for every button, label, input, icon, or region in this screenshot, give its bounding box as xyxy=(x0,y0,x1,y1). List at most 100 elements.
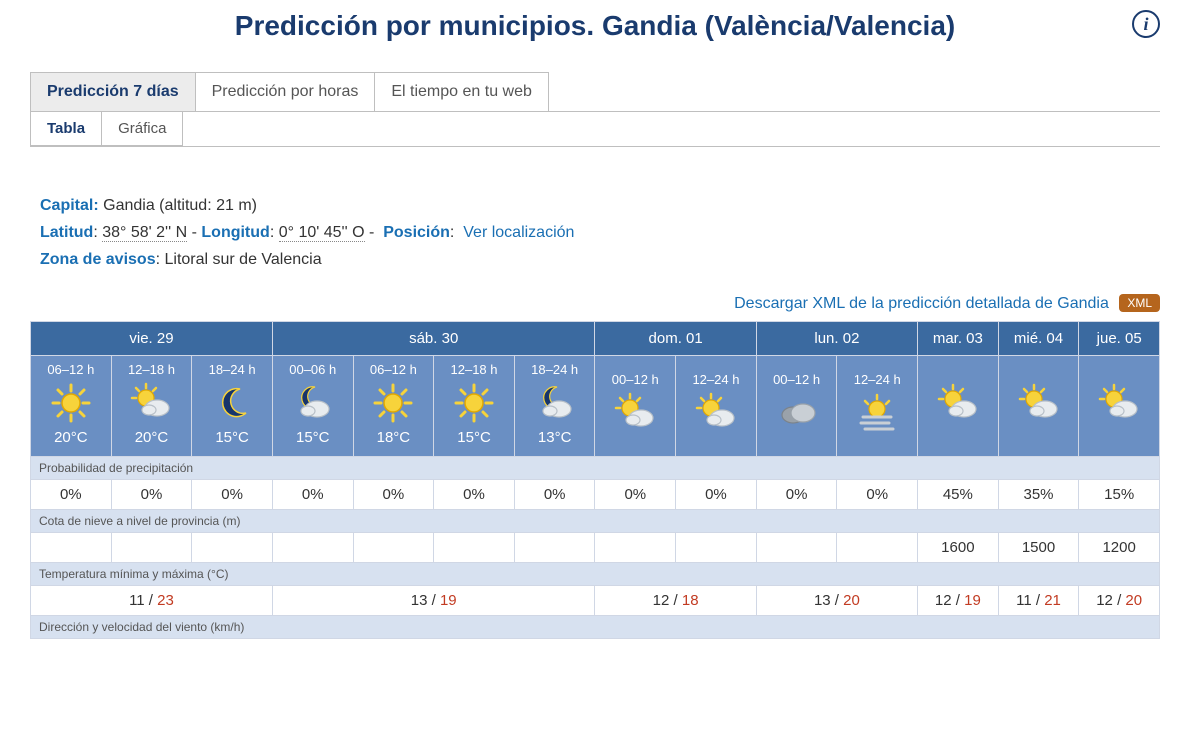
moon-icon xyxy=(210,381,254,425)
main-tabs: Predicción 7 días Predicción por horas E… xyxy=(30,72,1160,112)
zone-label: Zona de avisos xyxy=(40,251,156,268)
period-cell: 12–24 h xyxy=(837,355,918,456)
subtab-tabla[interactable]: Tabla xyxy=(30,112,102,146)
period-cell xyxy=(1079,355,1160,456)
sun-icon xyxy=(371,381,415,425)
snow-cell xyxy=(111,532,192,562)
period-cell: 12–24 h xyxy=(676,355,757,456)
period-cell: 00–06 h 15°C xyxy=(272,355,353,456)
snow-cell xyxy=(837,532,918,562)
temp-cell: 11 / 23 xyxy=(31,585,273,615)
sun-fog-icon xyxy=(855,391,899,435)
moon-cloud-icon xyxy=(533,381,577,425)
tab-porhoras[interactable]: Predicción por horas xyxy=(195,72,376,111)
row-label: Cota de nieve a nivel de provincia (m) xyxy=(31,509,1160,532)
info-icon[interactable]: i xyxy=(1132,10,1160,38)
xml-badge[interactable]: XML xyxy=(1119,294,1160,312)
precip-cell: 0% xyxy=(353,479,434,509)
period-hours: 12–24 h xyxy=(839,372,915,387)
period-temp: 18°C xyxy=(356,429,432,446)
day-header: lun. 02 xyxy=(756,321,917,355)
xml-link[interactable]: Descargar XML de la predicción detallada… xyxy=(734,295,1109,312)
zone-value: Litoral sur de Valencia xyxy=(164,251,321,268)
period-cell: 06–12 h20°C xyxy=(31,355,112,456)
period-temp: 15°C xyxy=(275,429,351,446)
moon-cloud-icon xyxy=(291,381,335,425)
pos-label: Posición xyxy=(383,224,450,241)
period-temp: 15°C xyxy=(194,429,270,446)
precip-cell: 0% xyxy=(595,479,676,509)
pos-link[interactable]: Ver localización xyxy=(463,224,574,241)
precip-cell: 0% xyxy=(192,479,273,509)
period-hours: 00–06 h xyxy=(275,362,351,377)
tab-7dias[interactable]: Predicción 7 días xyxy=(30,72,196,111)
precip-cell: 15% xyxy=(1079,479,1160,509)
day-header: mar. 03 xyxy=(918,321,999,355)
sun-cloud-icon xyxy=(936,382,980,426)
period-hours: 12–18 h xyxy=(114,362,190,377)
day-header: vie. 29 xyxy=(31,321,273,355)
precip-cell: 0% xyxy=(31,479,112,509)
sub-tabs: Tabla Gráfica xyxy=(30,112,1160,147)
sun-cloud-icon xyxy=(694,391,738,435)
day-header: sáb. 30 xyxy=(272,321,595,355)
row-label: Dirección y velocidad del viento (km/h) xyxy=(31,615,1160,638)
period-cell: 18–24 h 15°C xyxy=(192,355,273,456)
period-cell: 00–12 h xyxy=(595,355,676,456)
day-header: jue. 05 xyxy=(1079,321,1160,355)
temp-cell: 13 / 19 xyxy=(272,585,595,615)
snow-cell: 1600 xyxy=(918,532,999,562)
snow-cell xyxy=(514,532,595,562)
period-hours: 00–12 h xyxy=(597,372,673,387)
capital-label: Capital: xyxy=(40,197,99,214)
lon-label: Longitud xyxy=(201,224,269,241)
temp-cell: 12 / 18 xyxy=(595,585,756,615)
day-header: dom. 01 xyxy=(595,321,756,355)
period-temp: 15°C xyxy=(436,429,512,446)
sun-cloud-icon xyxy=(613,391,657,435)
period-cell xyxy=(918,355,999,456)
snow-cell xyxy=(353,532,434,562)
snow-cell xyxy=(756,532,837,562)
tab-tuweb[interactable]: El tiempo en tu web xyxy=(374,72,549,111)
period-cell xyxy=(998,355,1079,456)
precip-cell: 0% xyxy=(837,479,918,509)
subtab-grafica[interactable]: Gráfica xyxy=(101,112,183,146)
sun-cloud-icon xyxy=(1097,382,1141,426)
row-label: Temperatura mínima y máxima (°C) xyxy=(31,562,1160,585)
precip-cell: 0% xyxy=(514,479,595,509)
period-temp: 20°C xyxy=(114,429,190,446)
snow-cell xyxy=(676,532,757,562)
page-title: Predicción por municipios. Gandia (Valèn… xyxy=(235,10,955,42)
period-cell: 00–12 h xyxy=(756,355,837,456)
temp-cell: 11 / 21 xyxy=(998,585,1079,615)
period-hours: 18–24 h xyxy=(194,362,270,377)
lat-value: 38° 58' 2'' N xyxy=(102,224,187,242)
precip-cell: 35% xyxy=(998,479,1079,509)
period-hours: 06–12 h xyxy=(33,362,109,377)
temp-cell: 12 / 19 xyxy=(918,585,999,615)
cloud-icon xyxy=(775,391,819,435)
location-meta: Capital: Gandia (altitud: 21 m) Latitud:… xyxy=(40,192,1160,274)
snow-cell: 1200 xyxy=(1079,532,1160,562)
lat-label: Latitud xyxy=(40,224,93,241)
period-cell: 12–18 h 20°C xyxy=(111,355,192,456)
temp-cell: 12 / 20 xyxy=(1079,585,1160,615)
sun-icon xyxy=(452,381,496,425)
day-header: mié. 04 xyxy=(998,321,1079,355)
period-cell: 12–18 h15°C xyxy=(434,355,515,456)
snow-cell xyxy=(192,532,273,562)
period-cell: 06–12 h 18°C xyxy=(353,355,434,456)
period-hours: 06–12 h xyxy=(356,362,432,377)
snow-cell xyxy=(595,532,676,562)
precip-cell: 0% xyxy=(111,479,192,509)
precip-cell: 0% xyxy=(434,479,515,509)
forecast-table: vie. 29sáb. 30dom. 01lun. 02mar. 03mié. … xyxy=(30,321,1160,639)
period-hours: 18–24 h xyxy=(517,362,593,377)
period-cell: 18–24 h13°C xyxy=(514,355,595,456)
sun-cloud-icon xyxy=(129,381,173,425)
period-hours: 12–24 h xyxy=(678,372,754,387)
temp-cell: 13 / 20 xyxy=(756,585,917,615)
sun-cloud-icon xyxy=(1017,382,1061,426)
capital-value: Gandia (altitud: 21 m) xyxy=(103,197,257,214)
